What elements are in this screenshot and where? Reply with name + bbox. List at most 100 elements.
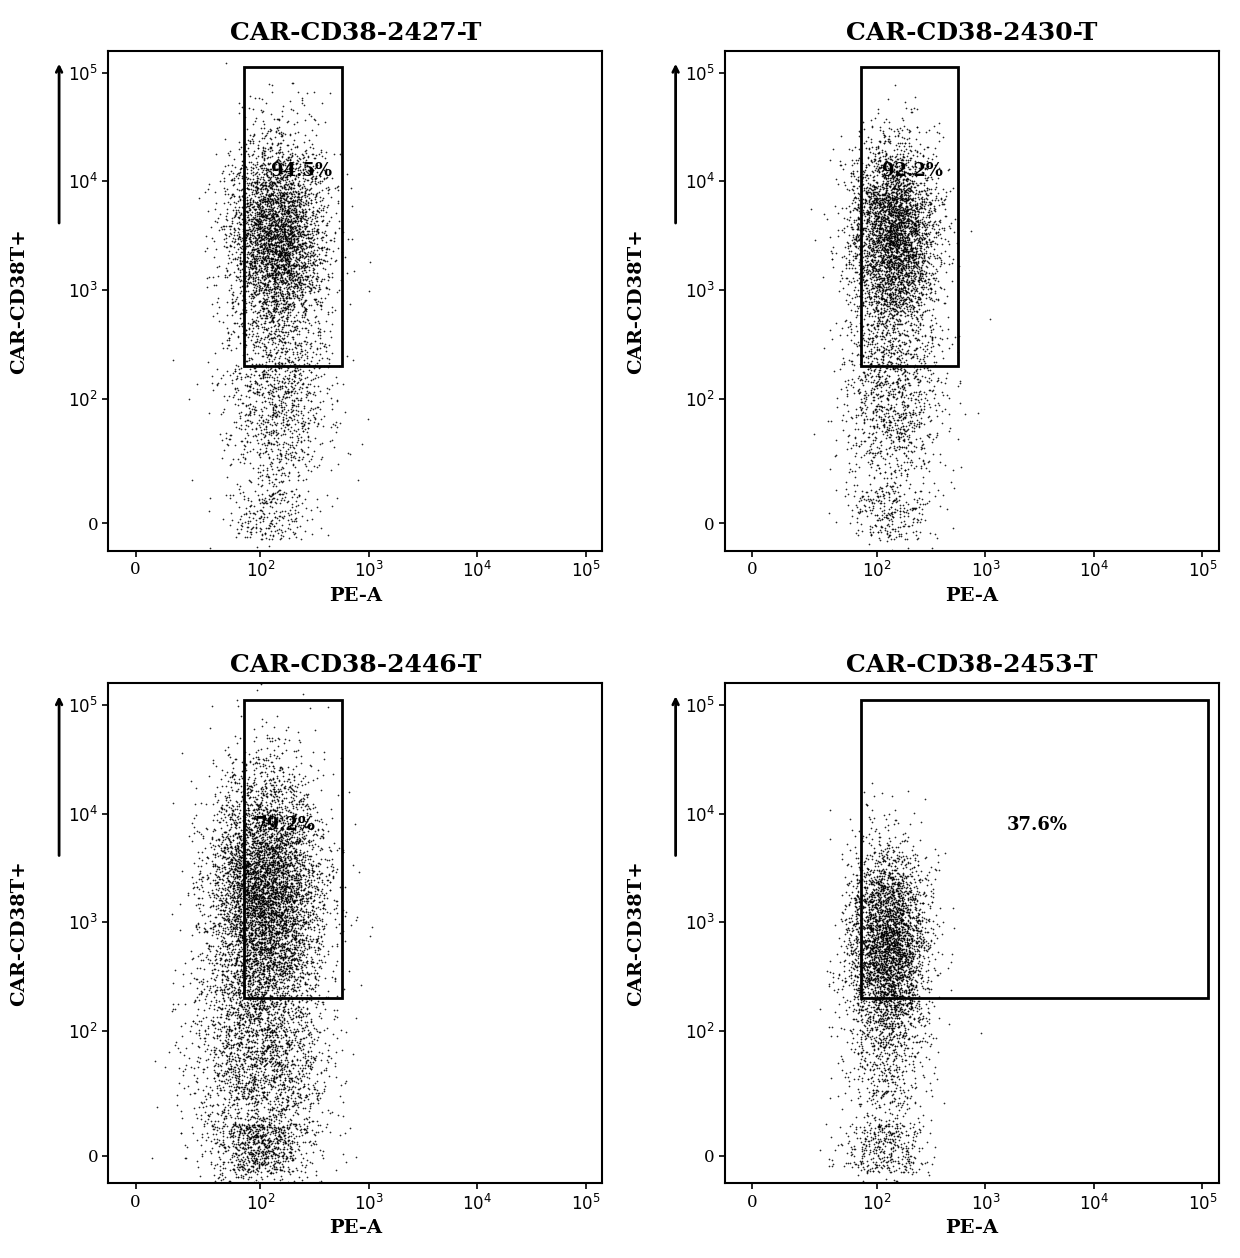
- Point: [879, 250, 899, 270]
- Point: [864, 937, 884, 957]
- Point: [226, 765, 246, 785]
- Point: [288, 335, 308, 355]
- Point: [852, 321, 872, 341]
- Point: [247, 868, 267, 888]
- Point: [867, 981, 887, 1001]
- Point: [870, 892, 890, 912]
- Point: [883, 1141, 903, 1161]
- Point: [306, 969, 326, 989]
- Point: [228, 1135, 248, 1155]
- Point: [257, 905, 277, 925]
- Point: [300, 888, 320, 908]
- Point: [893, 281, 913, 301]
- Point: [250, 521, 270, 541]
- Point: [265, 353, 285, 374]
- Point: [264, 810, 284, 830]
- Point: [890, 281, 910, 301]
- Point: [862, 233, 882, 253]
- Point: [895, 970, 915, 990]
- Point: [882, 1064, 901, 1084]
- Point: [867, 253, 887, 273]
- Point: [207, 1128, 227, 1149]
- Point: [246, 1074, 265, 1094]
- Point: [903, 946, 923, 966]
- Point: [267, 972, 286, 993]
- Point: [238, 1159, 258, 1179]
- Point: [887, 190, 906, 210]
- Point: [262, 258, 281, 278]
- Point: [258, 225, 278, 245]
- Point: [280, 165, 300, 185]
- Point: [258, 881, 278, 901]
- Point: [265, 883, 285, 903]
- Point: [224, 915, 244, 935]
- Point: [887, 1126, 906, 1146]
- Point: [236, 289, 255, 309]
- Point: [215, 1030, 234, 1050]
- Point: [237, 952, 257, 972]
- Point: [279, 257, 299, 277]
- Point: [909, 985, 929, 1005]
- Point: [228, 837, 248, 857]
- Point: [322, 394, 342, 414]
- Point: [298, 309, 317, 330]
- Point: [893, 240, 913, 260]
- Point: [851, 922, 870, 942]
- Point: [862, 346, 882, 366]
- Point: [260, 191, 280, 211]
- Point: [888, 313, 908, 333]
- Point: [873, 911, 893, 931]
- Point: [847, 956, 867, 976]
- Point: [885, 379, 905, 399]
- Point: [257, 185, 277, 205]
- Point: [897, 421, 916, 442]
- Point: [916, 122, 936, 142]
- Point: [246, 234, 265, 254]
- Point: [853, 316, 873, 336]
- Point: [243, 258, 263, 278]
- Point: [866, 326, 885, 346]
- Point: [277, 740, 296, 760]
- Point: [892, 866, 911, 886]
- Point: [301, 1011, 321, 1032]
- Point: [250, 962, 270, 982]
- Point: [893, 891, 913, 911]
- Point: [930, 317, 950, 337]
- Point: [202, 306, 222, 326]
- Point: [888, 848, 908, 868]
- Point: [864, 937, 884, 957]
- Point: [288, 347, 308, 367]
- Point: [277, 1087, 296, 1107]
- Point: [290, 364, 310, 384]
- Point: [286, 840, 306, 860]
- Point: [273, 1055, 293, 1076]
- Point: [215, 878, 234, 898]
- Point: [296, 913, 316, 933]
- Point: [233, 780, 253, 800]
- Point: [883, 171, 903, 191]
- Point: [265, 360, 285, 380]
- Point: [919, 269, 939, 289]
- Point: [913, 203, 932, 223]
- Point: [272, 447, 291, 467]
- Point: [279, 274, 299, 294]
- Point: [237, 366, 257, 386]
- Point: [878, 820, 898, 840]
- Point: [274, 463, 294, 483]
- Point: [857, 1105, 877, 1125]
- Point: [216, 1030, 236, 1050]
- Point: [894, 964, 914, 984]
- Point: [316, 252, 336, 272]
- Point: [255, 940, 275, 960]
- Point: [893, 1079, 913, 1099]
- Point: [274, 913, 294, 933]
- Point: [288, 951, 308, 971]
- Point: [888, 255, 908, 276]
- Point: [260, 809, 280, 829]
- Point: [224, 898, 244, 918]
- Point: [246, 741, 265, 761]
- Point: [875, 901, 895, 921]
- Point: [293, 263, 312, 283]
- Point: [878, 944, 898, 964]
- Point: [212, 1165, 232, 1185]
